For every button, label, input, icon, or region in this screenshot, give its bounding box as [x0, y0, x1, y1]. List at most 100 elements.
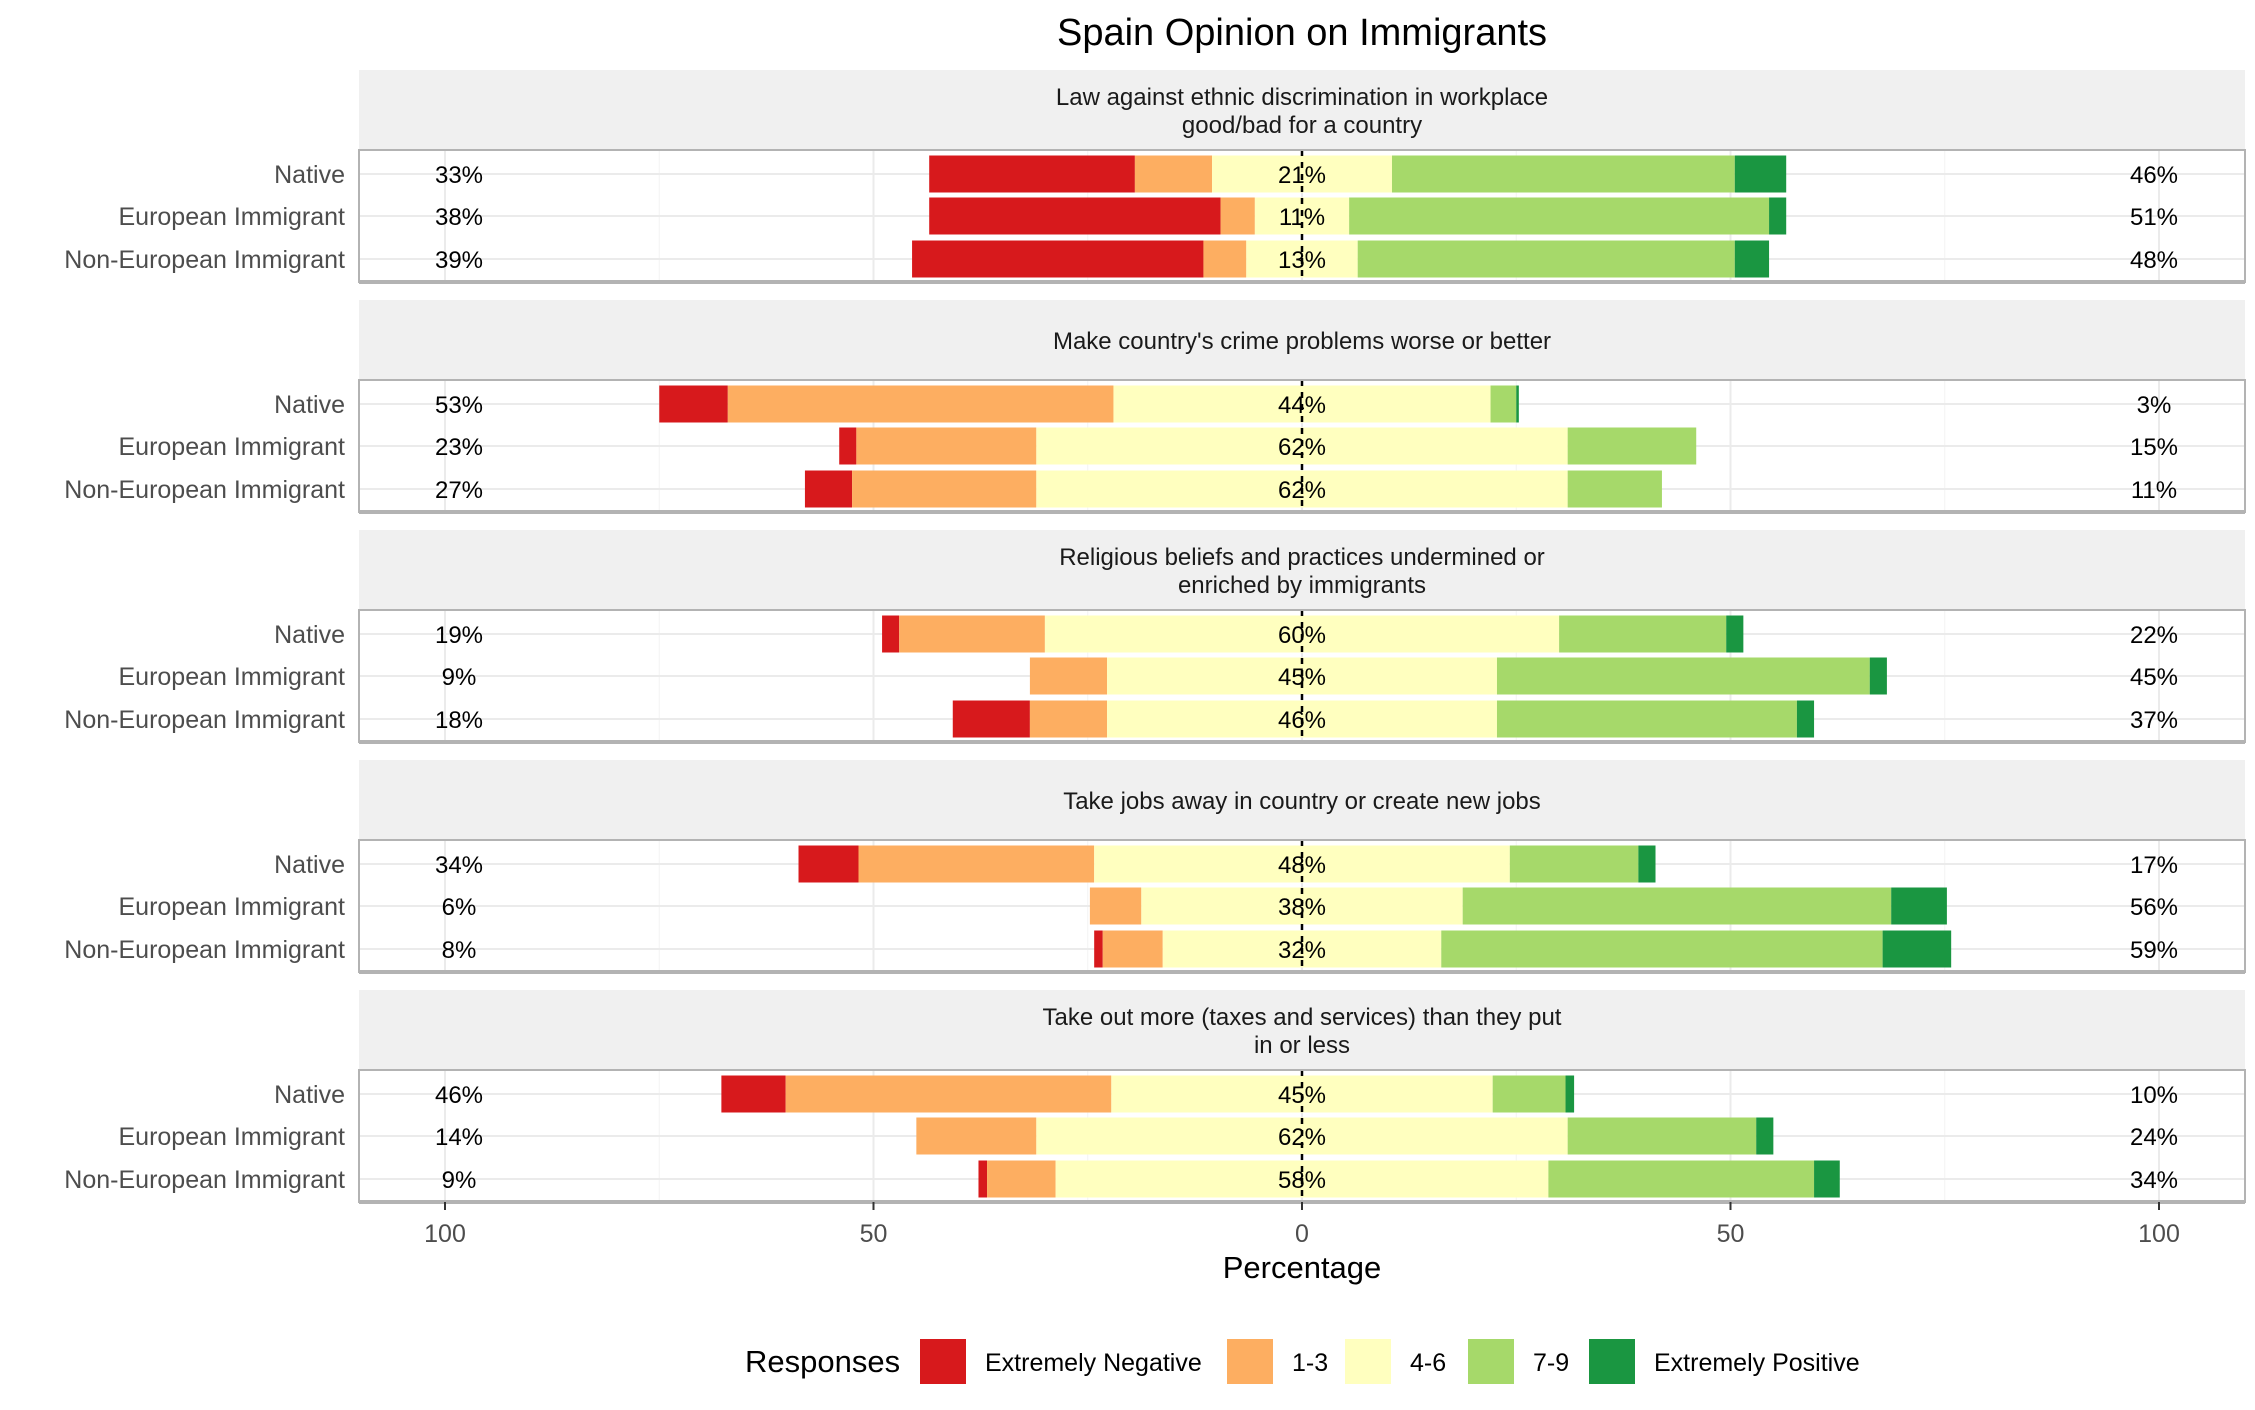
data-label-left: 38% — [435, 204, 483, 231]
bar-segment — [1882, 930, 1952, 968]
panel-title-line: Religious beliefs and practices undermin… — [1059, 544, 1545, 571]
data-label-right: 17% — [2130, 852, 2178, 879]
bar-segment — [1220, 197, 1255, 235]
data-label-right: 10% — [2130, 1082, 2178, 1109]
panel-title-line: good/bad for a country — [1182, 112, 1422, 139]
panel-strip — [359, 760, 2245, 840]
data-label-left: 6% — [442, 894, 477, 921]
bar-segment — [798, 845, 859, 883]
bar-segment — [882, 615, 900, 653]
data-label-left: 19% — [435, 622, 483, 649]
panel-title-line: in or less — [1254, 1032, 1350, 1059]
panel-title-line: Law against ethnic discrimination in wor… — [1056, 84, 1548, 111]
legend-label: 4-6 — [1410, 1349, 1446, 1377]
bar-segment — [785, 1075, 1112, 1113]
bar-segment — [1490, 385, 1517, 423]
panel-title-line: Take jobs away in country or create new … — [1063, 788, 1541, 815]
bar-segment — [1567, 1117, 1757, 1155]
data-label-left: 23% — [435, 434, 483, 461]
bar-segment — [1567, 470, 1662, 508]
y-tick-label: European Immigrant — [118, 663, 345, 691]
bar-segment — [1891, 887, 1947, 925]
bar-segment — [1391, 155, 1735, 193]
data-label-right: 45% — [2130, 664, 2178, 691]
data-label-left: 9% — [442, 664, 477, 691]
y-tick-label: European Immigrant — [118, 203, 345, 231]
y-tick-label: Native — [274, 1081, 345, 1109]
x-tick-label: 50 — [860, 1220, 888, 1248]
data-label-right: 51% — [2130, 204, 2178, 231]
legend-key — [1468, 1339, 1514, 1384]
data-label-left: 18% — [435, 707, 483, 734]
bar-segment — [1869, 657, 1887, 695]
bar-segment — [929, 155, 1135, 193]
y-tick-label: Native — [274, 621, 345, 649]
y-tick-label: Non-European Immigrant — [64, 706, 345, 734]
data-label-left: 8% — [442, 937, 477, 964]
bar-segment — [899, 615, 1045, 653]
bar-segment — [1734, 155, 1787, 193]
panel-strip — [359, 70, 2245, 150]
data-label-right: 37% — [2130, 707, 2178, 734]
bar-segment — [804, 470, 853, 508]
bar-segment — [1516, 385, 1519, 423]
legend-label: 1-3 — [1292, 1349, 1328, 1377]
bar-segment — [1441, 930, 1883, 968]
data-label-left: 27% — [435, 477, 483, 504]
x-tick-label: 50 — [1717, 1220, 1745, 1248]
bar-segment — [1089, 887, 1142, 925]
bar-segment — [852, 470, 1037, 508]
y-tick-label: European Immigrant — [118, 1123, 345, 1151]
data-label-left: 39% — [435, 247, 483, 274]
bar-segment — [1462, 887, 1892, 925]
legend-key — [1227, 1339, 1273, 1384]
bar-segment — [1134, 155, 1213, 193]
x-tick-label: 0 — [1295, 1220, 1309, 1248]
bar-segment — [1492, 1075, 1566, 1113]
x-axis: 100 50 0 50 100 — [424, 1202, 2180, 1248]
panel-title-line: enriched by immigrants — [1178, 572, 1426, 599]
panel-2: Religious beliefs and practices undermin… — [64, 530, 2246, 744]
bar-segment — [912, 240, 1204, 278]
data-label-left: 46% — [435, 1082, 483, 1109]
bar-segment — [1567, 427, 1697, 465]
legend-key — [1345, 1339, 1391, 1384]
bar-segment — [978, 1160, 988, 1198]
y-tick-label: Non-European Immigrant — [64, 476, 345, 504]
bar-segment — [721, 1075, 786, 1113]
data-label-left: 34% — [435, 852, 483, 879]
bar-segment — [1726, 615, 1744, 653]
y-tick-label: Native — [274, 391, 345, 419]
bar-segment — [1756, 1117, 1774, 1155]
bar-segment — [1814, 1160, 1840, 1198]
legend-key — [1589, 1339, 1635, 1384]
bar-segment — [839, 427, 857, 465]
y-tick-label: Native — [274, 851, 345, 879]
bar-segment — [1102, 930, 1163, 968]
y-tick-label: Non-European Immigrant — [64, 936, 345, 964]
bar-segment — [1094, 930, 1103, 968]
data-label-right: 48% — [2130, 247, 2178, 274]
bar-segment — [1559, 615, 1727, 653]
bar-segment — [1769, 197, 1787, 235]
data-label-right: 15% — [2130, 434, 2178, 461]
bar-segment — [1357, 240, 1735, 278]
panel-title-line: Take out more (taxes and services) than … — [1043, 1004, 1562, 1031]
panels: Law against ethnic discrimination in wor… — [64, 70, 2246, 1204]
data-label-right: 24% — [2130, 1124, 2178, 1151]
panel-strip — [359, 530, 2245, 610]
legend-label: 7-9 — [1533, 1349, 1569, 1377]
x-tick-label: 100 — [2138, 1220, 2180, 1248]
data-label-right: 11% — [2131, 477, 2177, 504]
legend-key — [920, 1339, 966, 1384]
legend-label: Extremely Positive — [1654, 1349, 1860, 1377]
bar-segment — [1509, 845, 1639, 883]
data-label-right: 59% — [2130, 937, 2178, 964]
panel-1: Make country's crime problems worse or b… — [64, 300, 2246, 514]
bar-segment — [1565, 1075, 1575, 1113]
data-label-right: 34% — [2130, 1167, 2178, 1194]
legend-title: Responses — [745, 1344, 900, 1379]
data-label-left: 53% — [435, 392, 483, 419]
bar-segment — [987, 1160, 1056, 1198]
